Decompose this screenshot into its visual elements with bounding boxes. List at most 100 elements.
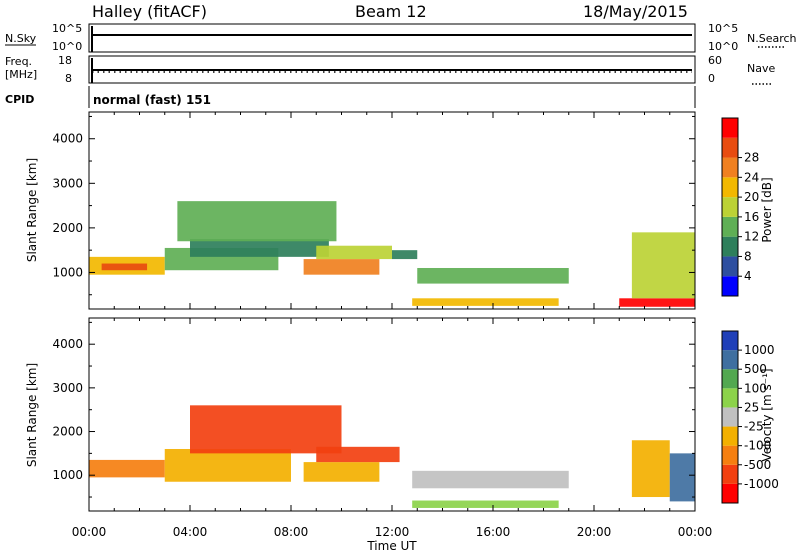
power-tick-marks [88,112,696,309]
power-y-tick-label: 2000 [52,221,83,235]
velocity-colorbar: -1000 -500 -100 -25 25 100 500 1000 [721,330,779,504]
power-colorbar-swatch [722,216,738,237]
power-colorbar-swatch [722,118,738,138]
noise-panel: N.Sky 10^5 10^0 10^5 10^0 N.Search [5,22,797,53]
power-data-region [190,239,329,257]
velocity-plot-frame [88,317,696,512]
velocity-colorbar-tick-label: 100 [744,381,767,395]
date-title: 18/May/2015 [583,2,688,21]
velocity-colorbar-label: Velocity [m s⁻¹] [760,368,774,461]
velocity-colorbar-tick-label: -1000 [744,477,779,491]
power-data-region [101,263,148,271]
velocity-colorbar-swatch [722,483,738,503]
power-data-region [177,201,337,242]
velocity-y-tick-label: 1000 [52,468,83,482]
velocity-y-tick-label: 4000 [52,337,83,351]
noise-panel-frame [88,23,696,53]
x-tick-label: 16:00 [476,525,511,539]
freq-tick-high: 18 [58,54,72,67]
velocity-colorbar-tick-label: -100 [744,439,771,453]
x-axis-tick-labels: 00:00 04:00 08:00 12:00 16:00 20:00 00:00 [72,525,713,539]
velocity-colorbar-swatch [722,407,738,427]
power-data-layer [89,201,695,307]
velocity-y-tick-label: 3000 [52,381,83,395]
power-colorbar-tick-label: 24 [744,170,759,184]
velocity-colorbar-swatch [722,350,738,370]
velocity-data-region [412,470,569,489]
x-tick-label: 12:00 [375,525,410,539]
power-colorbar: 4 8 12 16 20 24 28 [721,117,759,297]
nsearch-label: N.Search [747,32,797,45]
velocity-data-region [89,459,165,478]
station-title: Halley (fitACF) [92,2,207,21]
velocity-y-tick-label: 2000 [52,425,83,439]
power-colorbar-swatch [722,197,738,217]
power-data-region [417,267,569,284]
frequency-panel: Freq. [MHz] 18 8 60 0 Nave [5,54,775,85]
power-y-axis-label: Slant Range [km] [25,158,39,262]
x-tick-label: 08:00 [274,525,309,539]
power-colorbar-swatch [722,137,738,158]
power-y-tick-label: 4000 [52,132,83,146]
power-colorbar-tick-label: 4 [744,269,752,283]
power-colorbar-tick-label: 28 [744,151,759,165]
velocity-colorbar-tick-label: 1000 [744,343,775,357]
velocity-colorbar-swatch [722,445,738,465]
power-data-region [303,259,380,275]
velocity-y-axis-label: Slant Range [km] [25,363,39,467]
velocity-colorbar-tick-label: 500 [744,362,767,376]
power-colorbar-swatch [722,177,738,198]
power-colorbar-tick-label: 12 [744,230,759,244]
power-y-tick-label: 1000 [52,265,83,279]
velocity-data-region [164,448,291,482]
velocity-y-tick-labels: 1000 2000 3000 4000 [52,337,83,482]
velocity-data-layer [89,405,695,508]
power-data-region [316,245,392,260]
x-tick-label: 00:00 [72,525,107,539]
velocity-data-region [631,440,670,498]
velocity-data-region [412,500,559,508]
x-tick-label: 04:00 [173,525,208,539]
power-data-region [412,298,559,306]
nsky-tick-low: 10^0 [52,40,82,53]
x-tick-label: 00:00 [678,525,713,539]
nsearch-tick-high: 10^5 [708,22,738,35]
nave-label: Nave [747,62,775,75]
velocity-colorbar-swatch [722,388,738,408]
power-colorbar-tick-label: 20 [744,190,759,204]
velocity-data-region [316,446,400,463]
power-colorbar-swatch [722,157,738,178]
nave-tick-low: 0 [708,72,715,85]
nsky-label: N.Sky [5,32,37,45]
power-colorbar-swatch [722,236,738,257]
power-colorbar-frame [721,117,739,297]
nsky-tick-high: 10^5 [52,22,82,35]
velocity-data-region [669,453,695,502]
power-colorbar-tick-label: 8 [744,249,752,263]
velocity-colorbar-tick-label: 25 [744,400,759,414]
power-y-tick-label: 3000 [52,176,83,190]
nsearch-tick-low: 10^0 [708,40,738,53]
freq-label-1: Freq. [5,55,32,68]
freq-panel-frame [88,55,696,84]
power-panel: 1000 2000 3000 4000 Slant Range [km] 4 8 12 16… [25,111,774,310]
nave-tick-high: 60 [708,54,722,67]
freq-label-2: [MHz] [5,68,37,81]
beam-title: Beam 12 [355,2,427,21]
cpid-label: CPID [5,93,34,106]
power-colorbar-swatch [722,276,738,296]
power-y-tick-labels: 1000 2000 3000 4000 [52,132,83,280]
velocity-colorbar-tick-label: -25 [744,420,764,434]
velocity-colorbar-tick-label: -500 [744,458,771,472]
power-colorbar-swatch [722,256,738,277]
velocity-colorbar-swatch [722,369,738,389]
power-data-region [392,250,418,260]
velocity-panel: 1000 2000 3000 4000 00:00 04:00 08:00 12:00 16:… [25,317,779,553]
cpid-value: normal (fast) 151 [93,93,211,107]
velocity-tick-marks [88,318,696,511]
cpid-row: CPID normal (fast) 151 [5,86,696,108]
freq-tick-low: 8 [65,72,72,85]
velocity-data-region [190,405,342,454]
velocity-colorbar-swatch [722,426,738,446]
